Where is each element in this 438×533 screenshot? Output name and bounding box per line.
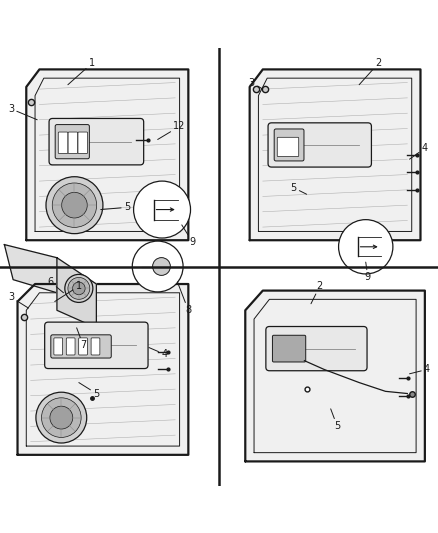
Circle shape — [50, 406, 73, 429]
Text: 12: 12 — [158, 122, 186, 140]
Polygon shape — [26, 69, 188, 240]
FancyBboxPatch shape — [55, 125, 89, 159]
Circle shape — [152, 257, 170, 276]
Text: 3: 3 — [8, 292, 28, 308]
FancyBboxPatch shape — [51, 335, 111, 358]
Circle shape — [132, 241, 183, 292]
Circle shape — [36, 392, 87, 443]
FancyBboxPatch shape — [54, 338, 63, 355]
Text: 5: 5 — [290, 183, 307, 194]
Text: 9: 9 — [365, 262, 371, 282]
Circle shape — [42, 398, 81, 438]
Text: 2: 2 — [311, 281, 323, 304]
Text: 3: 3 — [8, 104, 37, 120]
FancyBboxPatch shape — [45, 322, 148, 368]
FancyBboxPatch shape — [268, 123, 371, 167]
Text: 5: 5 — [331, 409, 340, 431]
FancyBboxPatch shape — [79, 338, 88, 355]
Text: 1: 1 — [55, 281, 82, 302]
Text: 4: 4 — [149, 348, 167, 359]
FancyBboxPatch shape — [91, 338, 100, 355]
FancyBboxPatch shape — [272, 335, 306, 362]
Text: 9: 9 — [182, 225, 196, 247]
Circle shape — [65, 274, 93, 302]
Circle shape — [62, 192, 87, 218]
Text: 6: 6 — [47, 277, 64, 293]
Text: 4: 4 — [410, 365, 430, 374]
Circle shape — [134, 181, 191, 238]
FancyBboxPatch shape — [49, 118, 144, 165]
FancyBboxPatch shape — [277, 138, 299, 157]
Text: 7: 7 — [77, 328, 86, 350]
Polygon shape — [245, 290, 425, 462]
FancyBboxPatch shape — [58, 132, 68, 154]
Circle shape — [339, 220, 393, 274]
Polygon shape — [57, 258, 96, 328]
Circle shape — [46, 177, 103, 233]
Text: 8: 8 — [177, 282, 191, 316]
Text: 5: 5 — [101, 203, 130, 212]
Text: 3: 3 — [249, 77, 263, 89]
Polygon shape — [4, 245, 57, 293]
FancyBboxPatch shape — [274, 129, 304, 161]
FancyBboxPatch shape — [266, 327, 367, 371]
FancyBboxPatch shape — [78, 132, 88, 154]
Text: 2: 2 — [359, 58, 382, 85]
Circle shape — [73, 282, 85, 295]
Text: 1: 1 — [68, 58, 95, 85]
FancyBboxPatch shape — [66, 338, 75, 355]
FancyBboxPatch shape — [68, 132, 78, 154]
Circle shape — [68, 278, 90, 300]
Polygon shape — [250, 69, 420, 240]
Text: 5: 5 — [79, 383, 99, 399]
Circle shape — [52, 183, 97, 228]
Text: 4: 4 — [410, 143, 428, 159]
Polygon shape — [18, 284, 188, 455]
